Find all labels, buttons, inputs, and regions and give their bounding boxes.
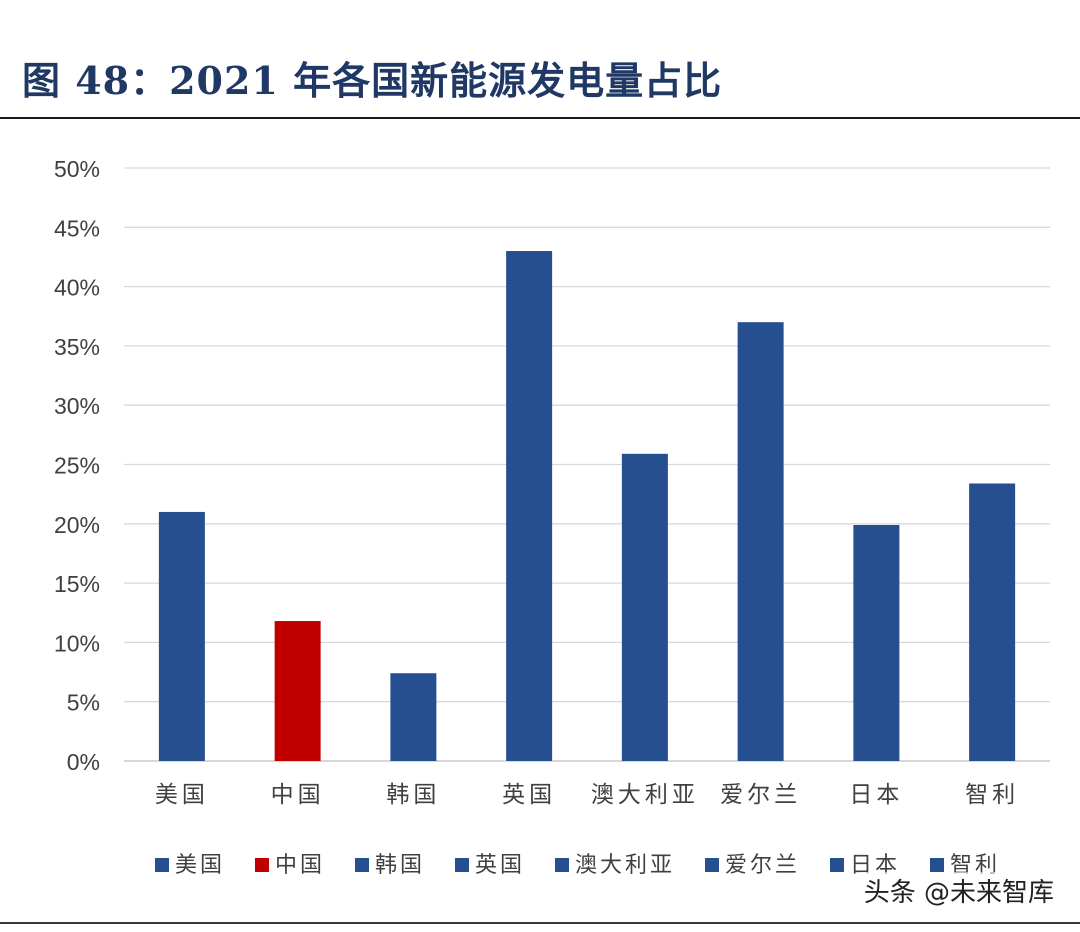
y-tick-label: 50% (54, 156, 100, 182)
legend-swatch (455, 858, 469, 872)
y-tick-label: 5% (67, 690, 100, 716)
gridlines (124, 167, 1050, 762)
x-tick-label: 智利 (965, 782, 1019, 808)
bars (158, 251, 1016, 761)
bar-0 (158, 511, 205, 761)
y-tick-label: 45% (54, 215, 100, 241)
legend-label: 中国 (275, 853, 325, 878)
y-tick-label: 30% (54, 393, 100, 419)
bar-1 (274, 621, 321, 761)
x-tick-label: 爱尔兰 (720, 782, 801, 808)
y-tick-label: 35% (54, 334, 100, 360)
bar-4 (621, 453, 668, 761)
y-tick-label: 0% (67, 749, 100, 775)
bar-2 (390, 673, 437, 761)
y-axis-tick-labels: 0% 5% 10% 15% 20% 25% 30% 35% 40% 45% 50% (54, 156, 100, 775)
legend-swatch (155, 858, 169, 872)
watermark-text: 头条 @未来智库 (859, 872, 1058, 909)
x-tick-label: 美国 (155, 782, 209, 808)
x-tick-label: 韩国 (386, 782, 440, 808)
legend-swatch (830, 858, 844, 872)
legend-label: 韩国 (375, 853, 425, 878)
legend-swatch (930, 858, 944, 872)
bar-5 (737, 322, 784, 761)
x-tick-label: 日本 (849, 782, 903, 808)
legend-swatch (705, 858, 719, 872)
chart-title: 图 48：2021 年各国新能源发电量占比 (22, 58, 723, 103)
y-tick-label: 10% (54, 630, 100, 656)
legend-label: 英国 (475, 853, 525, 878)
bar-7 (969, 483, 1016, 761)
legend-label: 爱尔兰 (725, 853, 800, 878)
y-tick-label: 40% (54, 275, 100, 301)
y-tick-label: 15% (54, 571, 100, 597)
x-tick-label: 澳大利亚 (591, 782, 699, 808)
bottom-divider (0, 922, 1080, 924)
legend-label: 美国 (175, 853, 225, 878)
x-axis-tick-labels: 美国 中国 韩国 英国 澳大利亚 爱尔兰 日本 智利 (155, 782, 1019, 808)
bar-6 (853, 524, 900, 761)
bar-3 (506, 251, 553, 761)
legend-swatch (255, 858, 269, 872)
legend-swatch (555, 858, 569, 872)
y-tick-label: 25% (54, 453, 100, 479)
legend-swatch (355, 858, 369, 872)
y-tick-label: 20% (54, 512, 100, 538)
x-tick-label: 中国 (271, 782, 325, 808)
title-divider (0, 117, 1080, 119)
legend-label: 澳大利亚 (575, 853, 675, 878)
x-tick-label: 英国 (502, 782, 556, 808)
